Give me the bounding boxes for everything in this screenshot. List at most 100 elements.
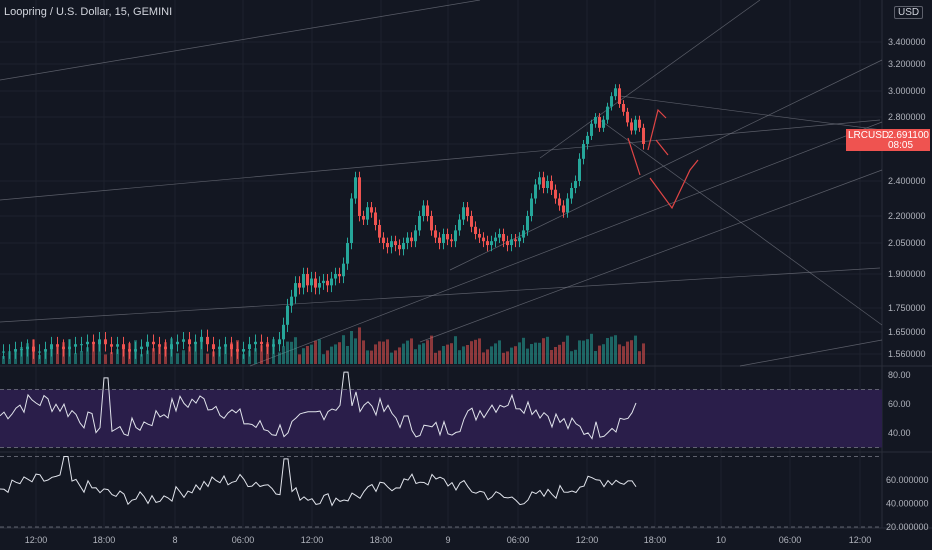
candle [418,216,421,231]
candle [200,336,203,342]
rsi-line [0,371,637,440]
candle [294,283,297,297]
candle [338,274,341,277]
volume-bar [394,350,397,364]
trend-line [419,169,883,343]
volume-bar [578,340,581,364]
candle [586,135,589,144]
trend-line [0,119,881,201]
volume-bar [414,349,417,364]
volume-bar [486,349,489,364]
candle [330,278,333,286]
volume-bar [62,342,65,364]
candle [494,237,497,242]
candle [2,351,5,353]
candle [298,283,301,288]
candle [546,181,549,188]
volume-bar [110,352,113,364]
price-tick-label: 1.900000 [888,269,926,279]
volume-bar [606,338,609,364]
candle [386,243,389,248]
candle [382,237,385,243]
candle [260,341,263,345]
volume-bar [610,336,613,364]
currency-badge[interactable]: USD [894,6,924,19]
candle [582,144,585,159]
volume-bar [182,350,185,364]
volume-bar [502,352,505,364]
volume-bar [236,340,239,364]
volume-bar [574,349,577,364]
volume-bar [466,345,469,364]
candle [550,181,553,190]
volume-bar [152,348,155,364]
candle [104,339,107,345]
volume-bar [518,342,521,364]
price-tick-label: 2.050000 [888,238,926,248]
volume-bar [426,340,429,364]
volume-bar [350,331,353,364]
last-price-tag: LRCUSD 2.691100 08:05 [846,129,930,151]
volume-bar [630,340,633,364]
price-tick-label: 2.200000 [888,211,926,221]
candle [466,207,469,216]
oscillator-line [0,456,637,507]
candle [74,344,77,347]
candle [188,339,191,345]
candle [92,341,95,345]
candle [502,234,505,242]
candle [278,339,281,345]
candle [254,341,257,345]
volume-bar [562,341,565,364]
time-tick-label: 9 [445,535,450,545]
candle [590,123,593,136]
volume-bar [382,341,385,364]
price-tick-label: 2.800000 [888,112,926,122]
volume-bar [98,340,101,364]
rsi-tick-label: 40.00 [888,428,911,438]
trend-line [619,95,883,131]
candle [634,119,637,131]
candle [194,341,197,345]
candle [370,207,373,213]
volume-bar [50,347,53,364]
volume-bar [224,346,227,364]
candle [152,341,155,345]
volume-bar [490,346,493,364]
volume-bar [8,353,11,364]
candle [430,216,433,231]
volume-bar [260,345,263,364]
candle [80,344,83,346]
volume-bar [590,333,593,364]
volume-bar [290,341,293,364]
candle [610,96,613,107]
rsi-tick-label: 60.00 [888,399,911,409]
volume-bar [330,346,333,364]
volume-bar [390,352,393,364]
volume-bar [378,341,381,364]
volume-bar [170,338,173,364]
candle [44,349,47,352]
volume-bar [402,343,405,364]
candle [498,234,501,238]
candle [534,184,537,199]
candle [426,205,429,216]
candle [462,207,465,220]
volume-bar [194,344,197,364]
volume-bar [230,342,233,364]
volume-bar [446,344,449,364]
candle [248,344,251,350]
candle [302,274,305,288]
time-tick-label: 18:00 [370,535,393,545]
volume-bar [526,348,529,364]
candle [486,241,489,246]
volume-bar [554,347,557,364]
candle [410,237,413,242]
volume-bar [462,346,465,364]
candle [438,237,441,243]
volume-bar [318,339,321,364]
candle [642,127,645,144]
candle [390,241,393,248]
time-tick-label: 06:00 [507,535,530,545]
